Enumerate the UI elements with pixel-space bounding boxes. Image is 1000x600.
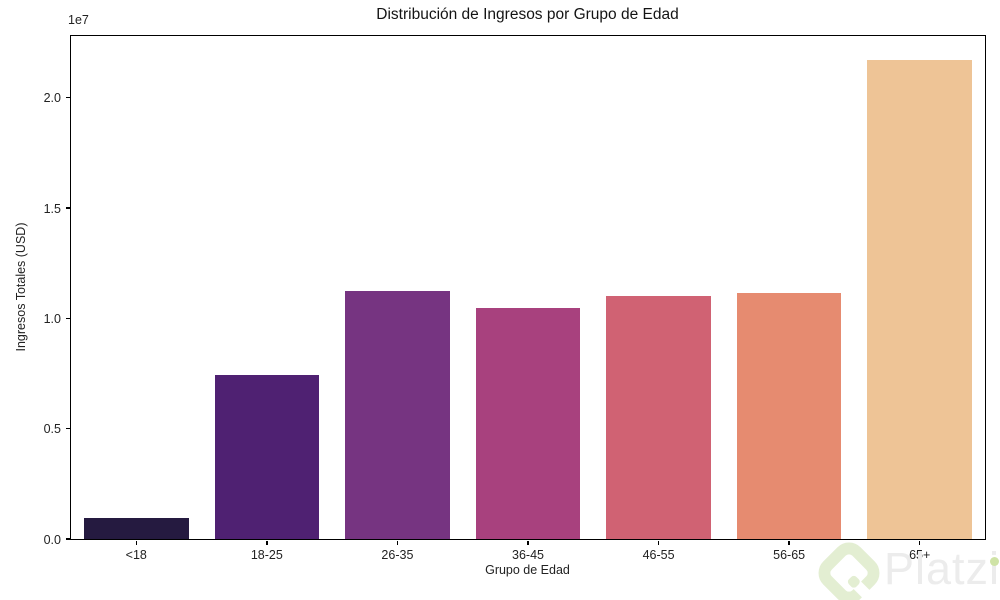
x-axis-label: Grupo de Edad bbox=[485, 563, 570, 577]
y-tick-mark bbox=[66, 538, 70, 540]
chart-title: Distribución de Ingresos por Grupo de Ed… bbox=[376, 6, 679, 23]
watermark: Platzi bbox=[818, 540, 1000, 600]
x-tick-label: 65+ bbox=[909, 548, 931, 562]
x-tick-label: 46-55 bbox=[642, 548, 675, 562]
bar-56-65 bbox=[736, 292, 842, 539]
bar-46-55 bbox=[606, 295, 711, 539]
plot-area: <18 18-25 26-35 36-45 46-55 56-65 65+ 0.0 0.5 1.0… bbox=[44, 35, 986, 562]
watermark-text-label: Platzi bbox=[884, 543, 1000, 594]
x-tick-mark bbox=[657, 541, 660, 545]
platzi-diamond-logo-icon bbox=[818, 542, 880, 600]
y-tick-mark bbox=[66, 207, 70, 209]
x-tick-mark bbox=[396, 541, 399, 545]
x-tick-label: 18-25 bbox=[250, 548, 283, 562]
y-tick-label: 1.0 bbox=[43, 311, 61, 326]
x-tick-mark bbox=[266, 541, 268, 545]
bar-18-25 bbox=[214, 374, 320, 539]
y-tick-label: 1.5 bbox=[43, 201, 61, 216]
x-tick-mark bbox=[135, 541, 137, 545]
bar-36-45 bbox=[475, 307, 581, 539]
x-tick-mark bbox=[527, 541, 529, 545]
x-tick-mark bbox=[788, 541, 790, 545]
y-tick-mark bbox=[66, 317, 70, 320]
bar-65+ bbox=[867, 59, 972, 539]
watermark-text: Platzi bbox=[884, 546, 1000, 591]
x-tick-label: 56-65 bbox=[773, 548, 806, 562]
x-tick-label: 26-35 bbox=[381, 548, 414, 562]
y-axis-offset-text: 1e7 bbox=[68, 13, 89, 27]
x-tick-label: 36-45 bbox=[512, 548, 544, 562]
y-tick-mark bbox=[66, 428, 70, 430]
y-tick-label: 0.5 bbox=[43, 422, 61, 437]
bar-<18 bbox=[84, 518, 189, 539]
y-tick-mark bbox=[66, 97, 70, 99]
x-tick-label: <18 bbox=[125, 548, 147, 562]
x-tick-mark bbox=[919, 541, 921, 545]
watermark-i-dot bbox=[990, 557, 1000, 566]
y-axis-label: Ingresos Totales (USD) bbox=[14, 222, 28, 352]
bar-26-35 bbox=[345, 290, 450, 539]
y-tick-label: 0.0 bbox=[43, 532, 61, 547]
y-tick-label: 2.0 bbox=[43, 91, 61, 106]
